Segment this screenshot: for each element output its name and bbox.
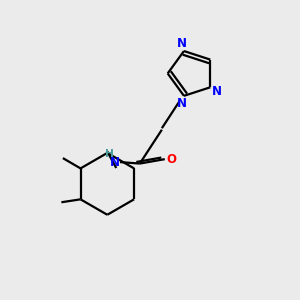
Text: O: O [166,153,176,166]
Text: N: N [176,97,187,110]
Text: N: N [176,37,187,50]
Text: H: H [105,149,114,159]
Text: N: N [212,85,222,98]
Text: N: N [110,156,120,169]
